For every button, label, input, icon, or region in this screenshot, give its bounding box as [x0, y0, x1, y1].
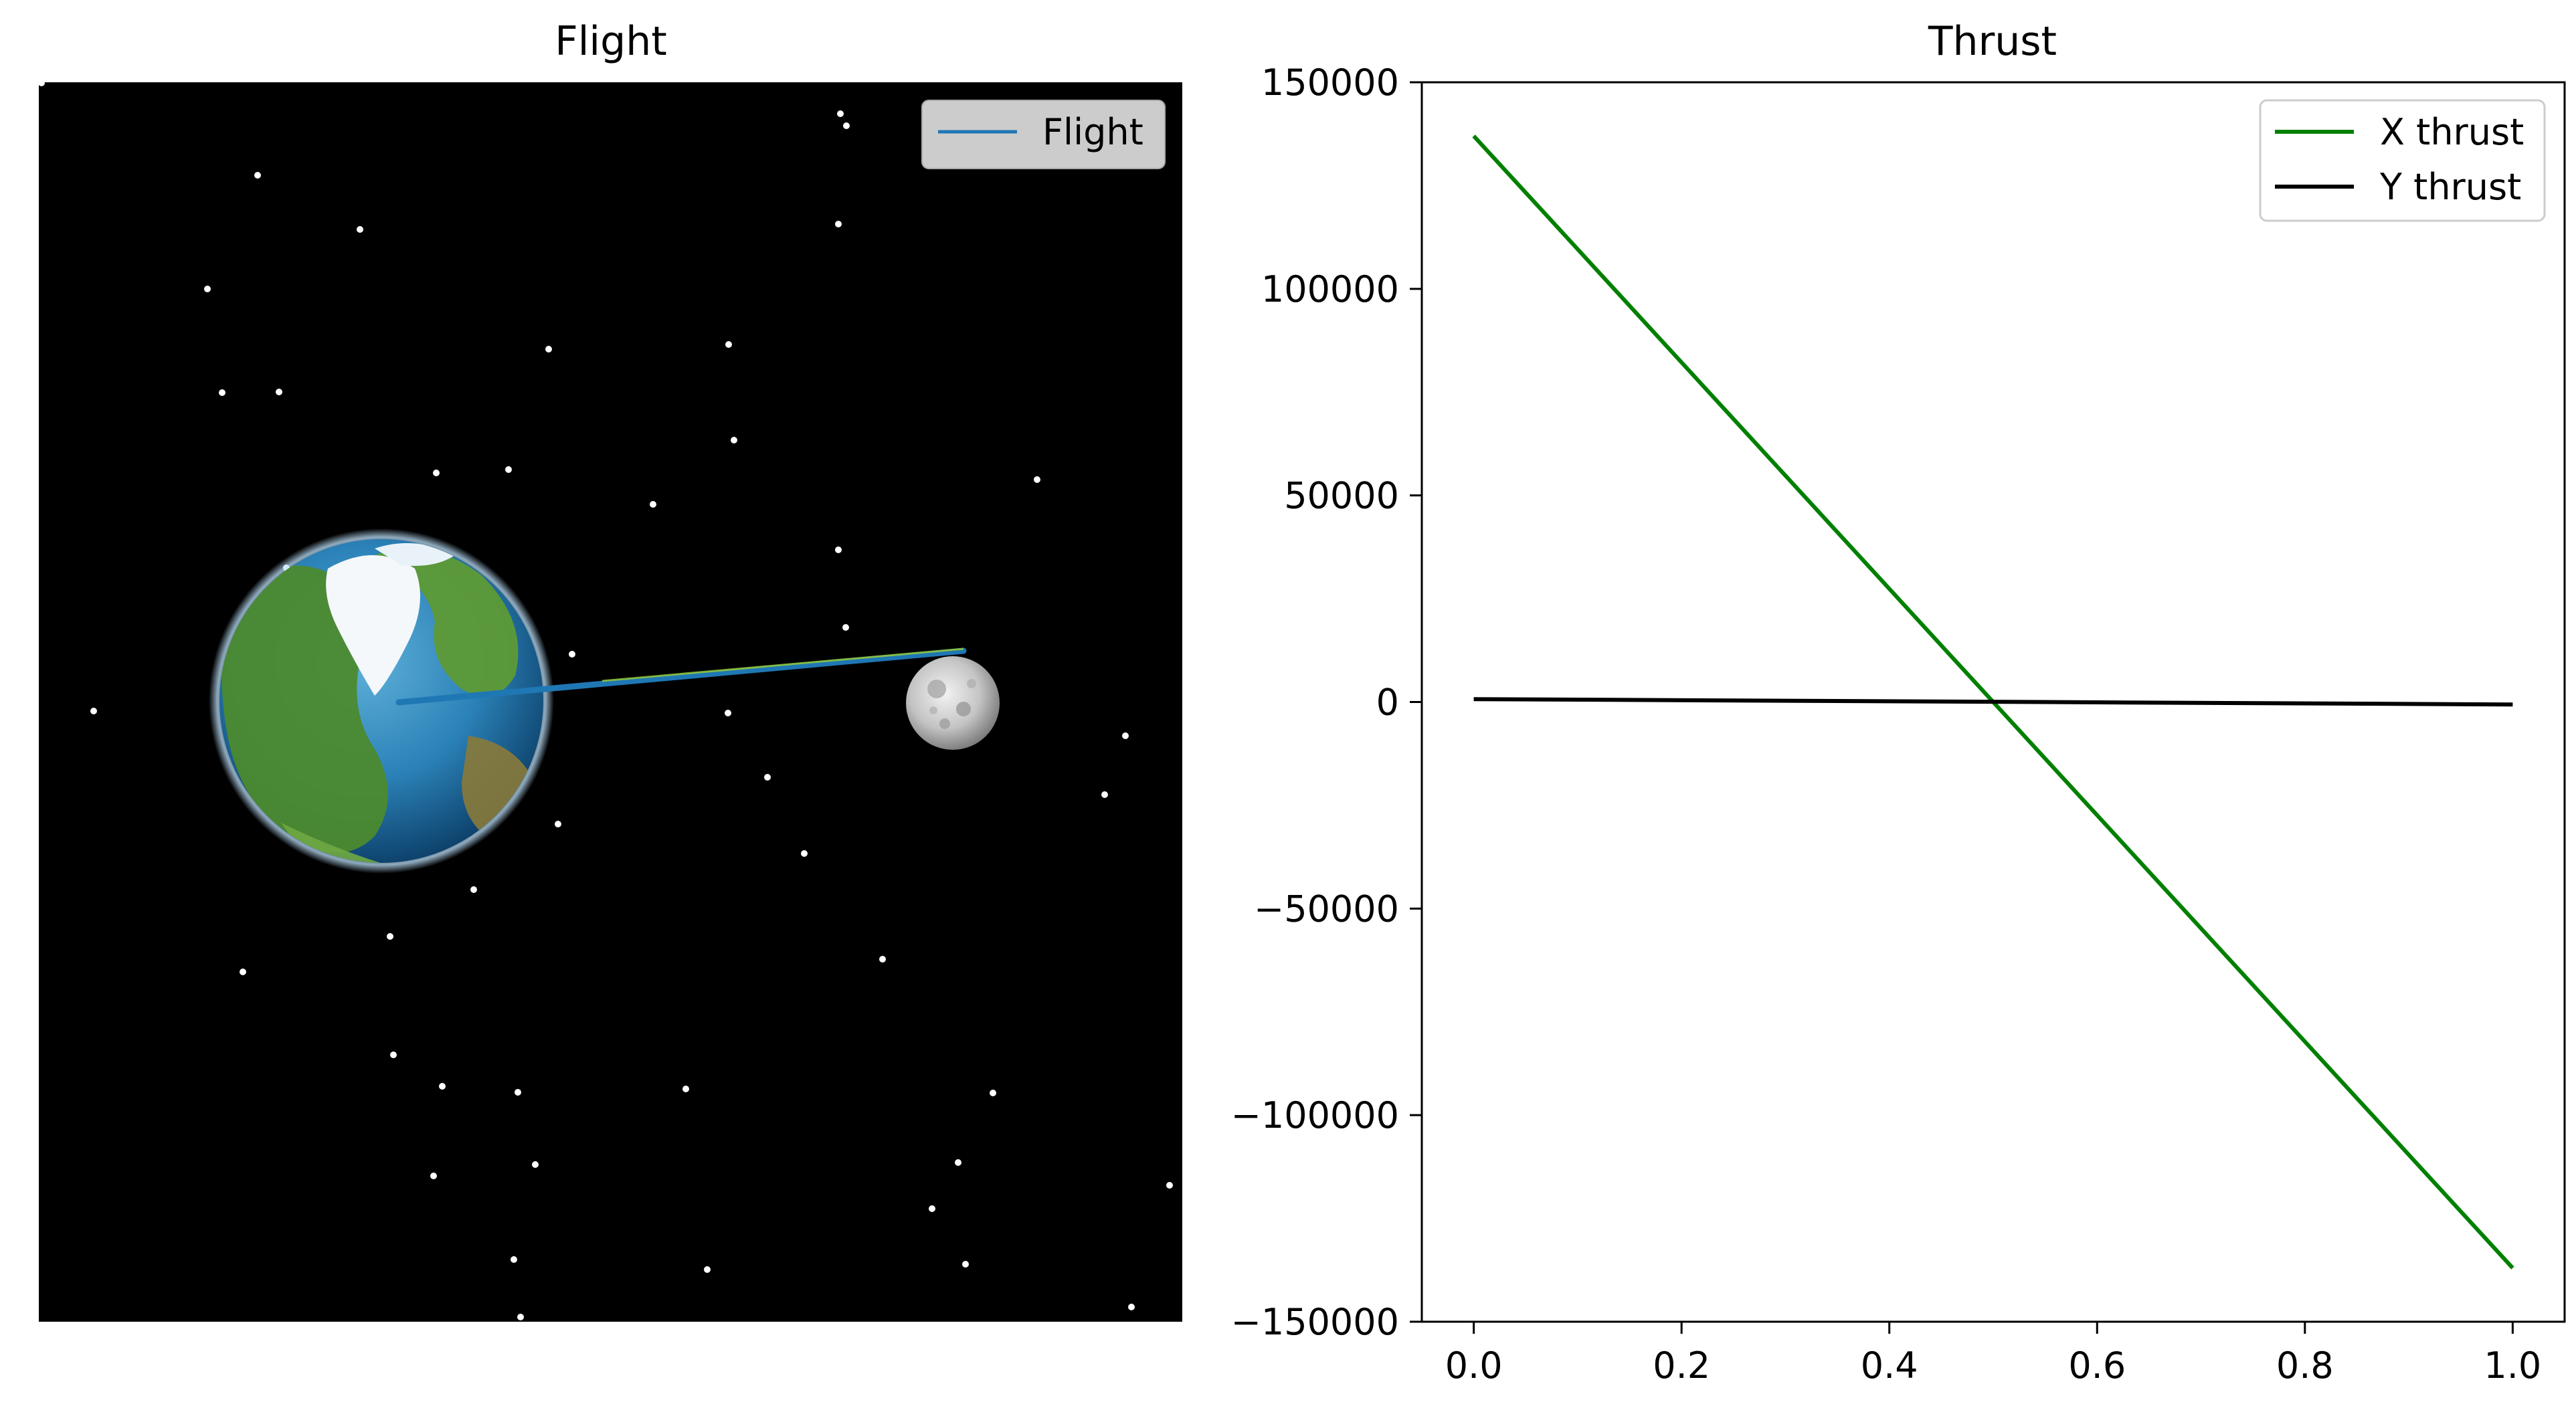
y-tick-label: −50000 — [1254, 888, 1399, 930]
star-dot — [962, 1261, 969, 1268]
flight-path-highlight — [602, 647, 964, 682]
y-tick-label: 0 — [1376, 682, 1399, 724]
star-dot — [1122, 732, 1129, 739]
star-dot — [837, 110, 844, 117]
star-dot — [725, 710, 731, 716]
star-dot — [725, 341, 732, 348]
x-tick-label: 0.8 — [2276, 1344, 2334, 1387]
star-dot — [515, 1089, 521, 1096]
x-tick-label: 0.0 — [1445, 1344, 1503, 1387]
star-dot — [929, 1205, 935, 1212]
star-dot — [955, 1159, 961, 1166]
star-dot — [439, 1083, 446, 1090]
star-dot — [433, 470, 440, 476]
thrust-x-axis: 0.0 0.2 0.4 0.6 0.8 1.0 — [1445, 1322, 2541, 1387]
star-dot — [219, 389, 225, 396]
star-dot — [843, 122, 850, 129]
star-dot — [276, 389, 282, 395]
y-thrust-line — [1473, 697, 2513, 707]
flight-legend: Flight — [921, 100, 1166, 169]
y-tick-label: −100000 — [1231, 1094, 1399, 1136]
star-dot — [990, 1090, 996, 1096]
x-tick-label: 0.4 — [1861, 1344, 1918, 1387]
thrust-legend-label-x: X thrust — [2380, 111, 2524, 153]
flight-title: Flight — [555, 18, 667, 65]
star-dot — [430, 1173, 437, 1179]
earth-globe — [209, 528, 554, 874]
moon — [906, 656, 1000, 750]
star-dot — [390, 1051, 397, 1058]
star-dot — [545, 346, 552, 353]
star-dot — [254, 172, 261, 179]
star-dot — [835, 221, 842, 227]
star-dot — [204, 286, 211, 292]
star-dot — [1034, 476, 1040, 483]
y-tick-label: −150000 — [1231, 1301, 1399, 1343]
star-dot — [835, 546, 842, 553]
y-tick-label: 50000 — [1284, 475, 1399, 517]
thrust-y-axis: 150000 100000 50000 0 −50000 −100000 −150000 — [1231, 62, 1422, 1343]
flight-legend-label: Flight — [1042, 111, 1143, 153]
star-dot — [1128, 1304, 1135, 1310]
thrust-legend-label-y: Y thrust — [2379, 166, 2521, 208]
star-dot — [682, 1086, 689, 1092]
star-dot — [387, 933, 393, 940]
thrust-series — [1472, 134, 2514, 1270]
star-dot — [842, 624, 849, 631]
flight-path — [395, 647, 967, 706]
star-dot — [764, 774, 771, 781]
star-dot — [569, 651, 575, 658]
flight-path-line — [395, 647, 967, 706]
thrust-title: Thrust — [1928, 18, 2057, 65]
star-dot — [555, 821, 561, 827]
star-dot — [1101, 791, 1108, 798]
star-dot — [505, 466, 512, 473]
star-dot — [511, 1256, 517, 1263]
y-tick-label: 100000 — [1261, 268, 1399, 310]
star-dot — [879, 956, 886, 963]
star-dot — [532, 1161, 539, 1168]
star-dot — [650, 501, 656, 508]
star-dot — [704, 1266, 711, 1273]
star-dot — [801, 850, 808, 857]
star-dot — [517, 1314, 524, 1320]
star-dot — [470, 886, 477, 893]
y-tick-label: 150000 — [1261, 62, 1399, 104]
star-dot — [1166, 1182, 1173, 1189]
star-dot — [240, 969, 246, 975]
thrust-legend: X thrust Y thrust — [2259, 99, 2546, 222]
star-dot — [357, 226, 363, 233]
x-tick-label: 0.2 — [1653, 1344, 1710, 1387]
x-tick-label: 1.0 — [2484, 1344, 2541, 1387]
star-dot — [731, 437, 737, 443]
star-dot — [38, 80, 45, 86]
star-dot — [90, 708, 97, 714]
x-tick-label: 0.6 — [2068, 1344, 2126, 1387]
